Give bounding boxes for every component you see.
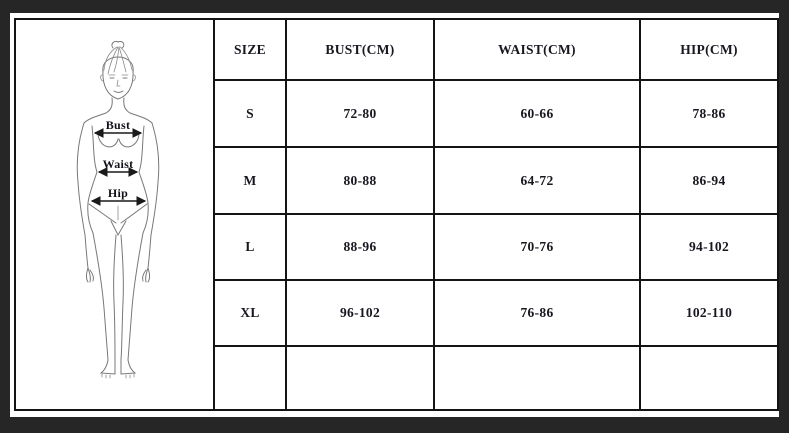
cell-waist: 64-72 — [433, 146, 641, 215]
hip-label: Hip — [108, 186, 128, 200]
cell-empty — [433, 345, 641, 411]
header-row: Bust Waist Hip SIZE BUST(CM) WAIST(CM) H… — [14, 18, 779, 411]
cell-bust: 80-88 — [285, 146, 435, 215]
hair-sketch — [102, 41, 134, 75]
size-chart-table: Bust Waist Hip SIZE BUST(CM) WAIST(CM) H… — [14, 18, 779, 411]
cell-empty — [213, 345, 287, 411]
waist-measurement: Waist — [97, 157, 139, 177]
table-row-m: M 80-88 64-72 86-94 — [15, 146, 779, 215]
bust-label: Bust — [106, 118, 131, 132]
legs-sketch — [92, 232, 144, 379]
cell-empty — [639, 345, 779, 411]
cell-waist: 60-66 — [433, 79, 641, 148]
cell-size: L — [213, 213, 287, 281]
table-row-xl: XL 96-102 76-86 102-110 — [15, 279, 779, 347]
cell-size: S — [213, 79, 287, 148]
table-row-s: S 72-80 60-66 78-86 — [15, 79, 779, 148]
cell-hip: 78-86 — [639, 79, 779, 148]
cell-size: XL — [213, 279, 287, 347]
header-cell-size: SIZE — [213, 18, 287, 81]
cell-empty — [285, 345, 435, 411]
body-measurement-figure-cell: Bust Waist Hip — [14, 18, 215, 411]
cell-waist: 76-86 — [433, 279, 641, 347]
header-cell-waist: WAIST(CM) — [433, 18, 641, 81]
header-cell-bust: BUST(CM) — [285, 18, 435, 81]
table-row-empty — [15, 345, 779, 411]
table-row-l: L 88-96 70-76 94-102 — [15, 213, 779, 281]
header-cell-hip: HIP(CM) — [639, 18, 779, 81]
cell-bust: 72-80 — [285, 79, 435, 148]
cell-hip: 86-94 — [639, 146, 779, 215]
cell-bust: 88-96 — [285, 213, 435, 281]
neck-shoulders-sketch — [83, 97, 153, 124]
hip-measurement: Hip — [90, 186, 147, 206]
face-sketch — [100, 69, 136, 100]
cell-bust: 96-102 — [285, 279, 435, 347]
cell-waist: 70-76 — [433, 213, 641, 281]
waist-label: Waist — [103, 157, 134, 171]
cell-hip: 102-110 — [639, 279, 779, 347]
cell-hip: 94-102 — [639, 213, 779, 281]
bust-measurement: Bust — [93, 118, 143, 138]
arms-sketch — [76, 122, 160, 283]
bikini-sketch — [88, 203, 148, 237]
body-measurement-figure: Bust Waist Hip — [76, 41, 160, 379]
cell-size: M — [213, 146, 287, 215]
